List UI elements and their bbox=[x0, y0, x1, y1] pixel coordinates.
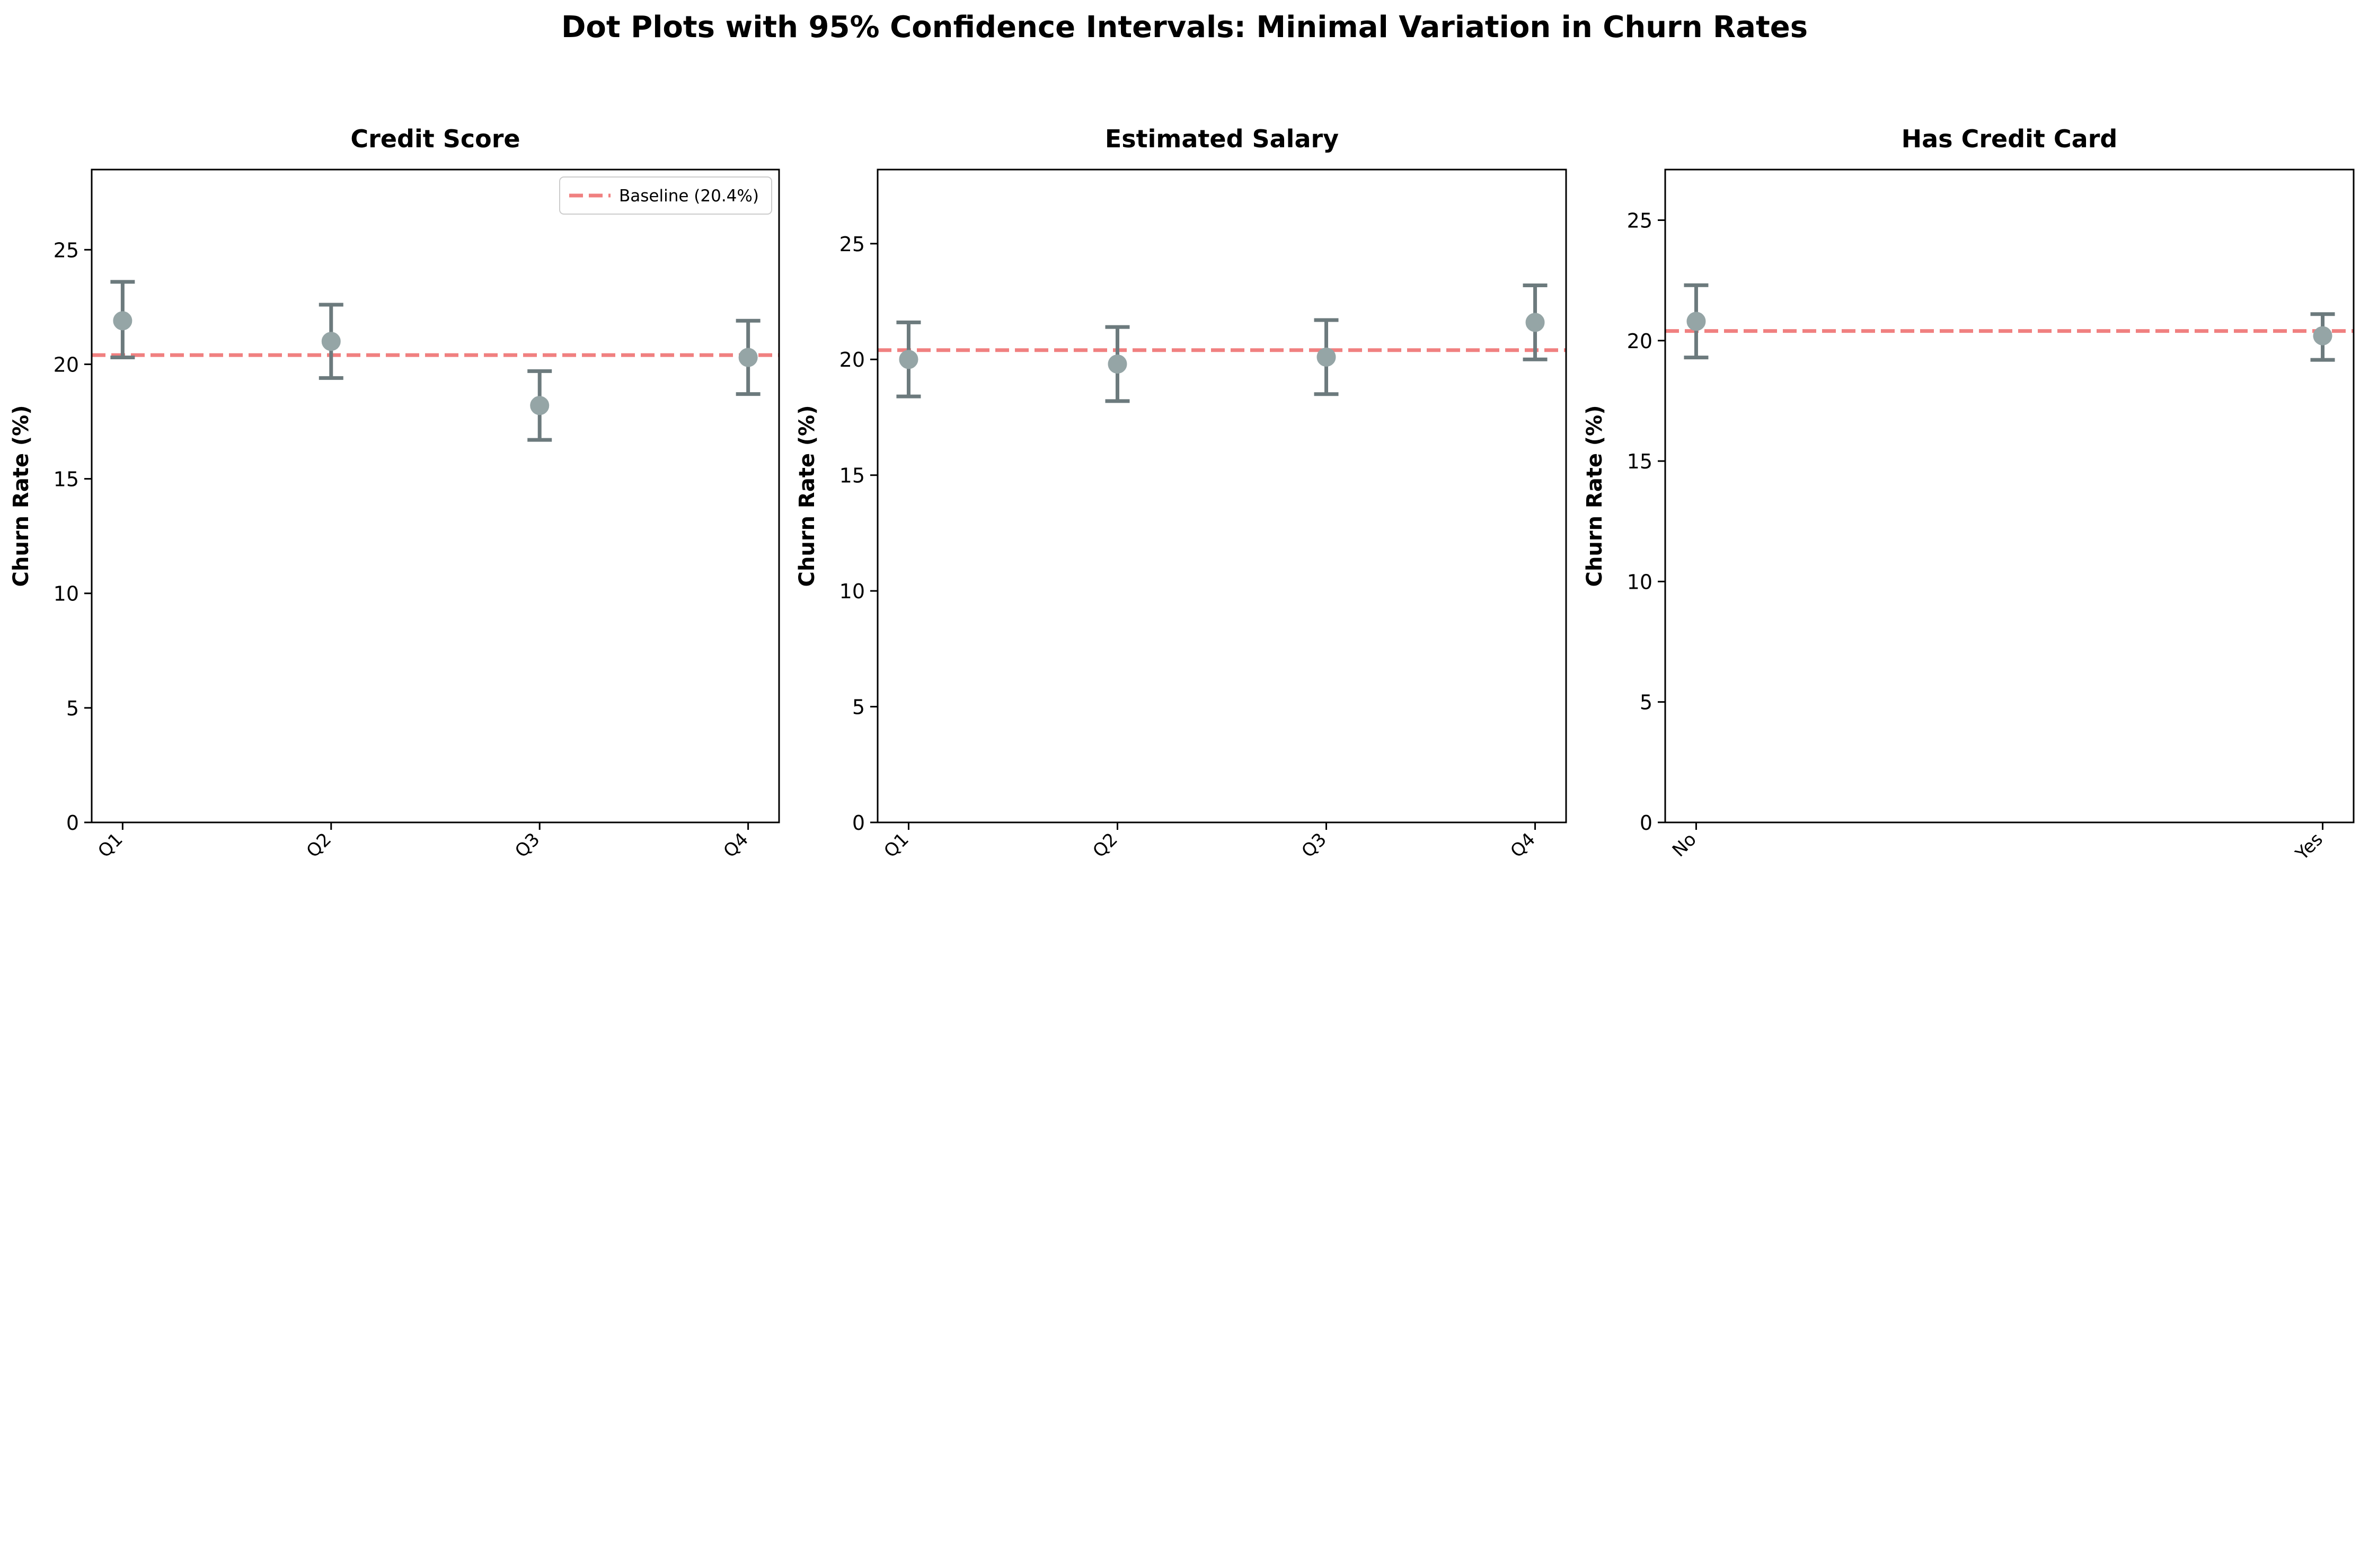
y-tick-label: 10 bbox=[1627, 570, 1652, 593]
subplot-1: Credit Score Churn Rate (%) 0 5 10 15 20 25 Q1 Q2… bbox=[9, 125, 780, 862]
data-point bbox=[113, 311, 132, 331]
data-point bbox=[738, 348, 758, 367]
subplot-title: Estimated Salary bbox=[1105, 125, 1339, 153]
data-point bbox=[899, 350, 918, 369]
subplot-2: Estimated Salary Churn Rate (%) 0 5 10 15 20 25… bbox=[795, 125, 1567, 862]
subplot-title: Has Credit Card bbox=[1902, 125, 2118, 153]
y-tick-label: 10 bbox=[54, 582, 79, 606]
subplot-title: Credit Score bbox=[350, 125, 520, 153]
y-axis-label: Churn Rate (%) bbox=[1583, 405, 1607, 587]
y-tick-label: 20 bbox=[54, 353, 79, 376]
x-tick-label: Q1 bbox=[880, 829, 913, 862]
data-point bbox=[1316, 347, 1336, 367]
legend-label: Baseline (20.4%) bbox=[619, 187, 759, 206]
y-tick-label: 0 bbox=[1640, 811, 1652, 835]
data-point bbox=[2313, 326, 2332, 346]
y-tick-label: 25 bbox=[839, 233, 865, 256]
x-tick-label: Q3 bbox=[1297, 829, 1331, 862]
y-tick-label: 20 bbox=[839, 348, 865, 371]
x-tick-label: Q4 bbox=[719, 829, 753, 862]
y-tick-label: 20 bbox=[1627, 330, 1652, 353]
data-point bbox=[321, 332, 341, 351]
y-tick-label: 0 bbox=[852, 811, 865, 835]
x-tick-label: Yes bbox=[2291, 829, 2327, 865]
plot-frame bbox=[877, 169, 1567, 823]
y-tick-label: 5 bbox=[1640, 691, 1652, 714]
y-axis-label: Churn Rate (%) bbox=[795, 405, 819, 587]
y-tick-label: 0 bbox=[66, 811, 79, 835]
x-tick-label: No bbox=[1668, 829, 1701, 861]
figure-title: Dot Plots with 95% Confidence Intervals:… bbox=[561, 10, 1808, 45]
y-tick-label: 15 bbox=[54, 468, 79, 491]
y-axis-label: Churn Rate (%) bbox=[9, 405, 33, 587]
x-tick-label: Q2 bbox=[1089, 829, 1122, 862]
y-tick-label: 25 bbox=[1627, 209, 1652, 232]
data-point bbox=[530, 396, 550, 415]
data-point bbox=[1108, 354, 1127, 374]
y-tick-label: 15 bbox=[839, 464, 865, 488]
y-tick-label: 15 bbox=[1627, 450, 1652, 473]
subplot-3: Has Credit Card Churn Rate (%) 0 5 10 15 20 25 N… bbox=[1583, 125, 2355, 865]
y-tick-label: 5 bbox=[852, 696, 865, 719]
legend-box bbox=[559, 176, 772, 215]
x-tick-label: Q2 bbox=[303, 829, 336, 862]
x-tick-label: Q3 bbox=[511, 829, 544, 862]
x-tick-label: Q1 bbox=[94, 829, 127, 862]
x-tick-label: Q4 bbox=[1506, 829, 1540, 862]
plot-frame bbox=[1664, 169, 2355, 823]
plot-frame bbox=[91, 169, 780, 823]
legend: Baseline (20.4%) bbox=[559, 176, 772, 215]
y-tick-label: 10 bbox=[839, 580, 865, 603]
data-point bbox=[1686, 312, 1706, 331]
y-tick-label: 5 bbox=[66, 697, 79, 720]
y-tick-label: 25 bbox=[54, 238, 79, 262]
data-point bbox=[1525, 313, 1545, 332]
